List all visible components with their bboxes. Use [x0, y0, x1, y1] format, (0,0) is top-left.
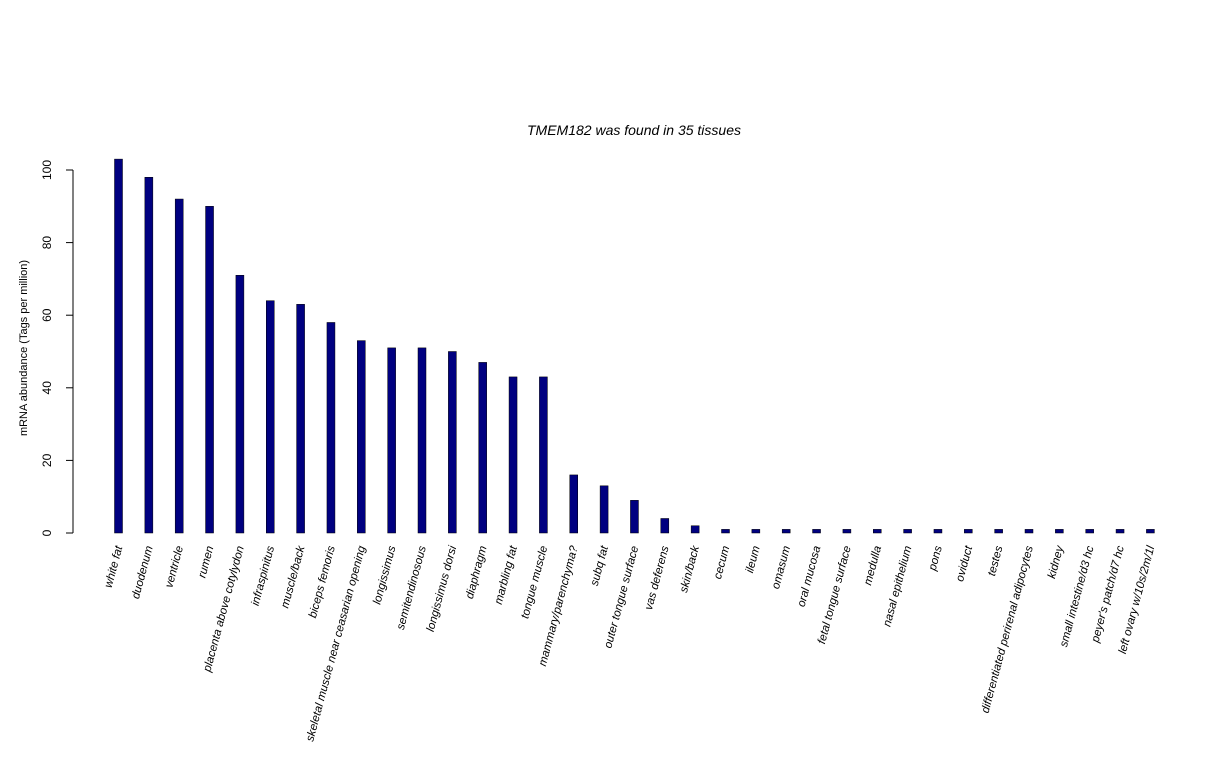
x-category-label: fetal tongue surface [816, 545, 854, 646]
x-category-label: outer tongue surface [602, 545, 641, 650]
bar [873, 529, 882, 534]
x-category-label: biceps femoris [307, 544, 338, 619]
x-category-label: medulla [862, 545, 884, 587]
bar [508, 376, 518, 534]
bar [903, 529, 912, 534]
x-category-label: oviduct [954, 544, 975, 583]
x-category-label: infraspinitus [250, 544, 278, 607]
bars-group [114, 158, 1155, 534]
bar [933, 529, 943, 534]
bar [1055, 529, 1064, 534]
bar [630, 500, 639, 534]
x-category-label: testes [986, 544, 1006, 577]
bar [690, 525, 700, 534]
x-category-label: longissimus [371, 544, 398, 605]
bar [144, 177, 154, 534]
bar [964, 529, 973, 534]
y-tick-label: 100 [40, 160, 54, 180]
x-category-label: longissimus dorsi [425, 544, 460, 633]
bar [842, 529, 852, 534]
bar [448, 351, 457, 534]
bar [114, 158, 123, 534]
x-category-label: subq fat [589, 544, 611, 587]
x-category-label: omasum [770, 544, 793, 590]
y-tick-label: 40 [40, 381, 54, 395]
bar [751, 529, 761, 534]
y-axis-title: mRNA abundance (Tags per million) [18, 260, 30, 436]
x-category-label: nasal epithelium [881, 544, 914, 628]
y-tick-label: 20 [40, 453, 54, 467]
bar [357, 340, 366, 534]
x-category-label: oral mucosa [796, 545, 824, 609]
bar [417, 347, 427, 534]
x-category-label: rumen [196, 545, 216, 580]
x-category-label: muscle/back [279, 543, 307, 609]
x-category-label: semitendinosous [395, 544, 429, 631]
bar [235, 275, 245, 534]
bar [478, 362, 487, 534]
x-category-label: tongue muscle [519, 545, 550, 620]
x-category-label: pons [927, 544, 945, 572]
x-labels-group: white fat duodenum ventricle rumenplacenta … [103, 543, 1158, 742]
bar [174, 198, 184, 534]
bar [326, 322, 336, 534]
bar [266, 300, 275, 534]
bar [1085, 529, 1094, 534]
bar [781, 529, 791, 534]
x-category-label: ileum [744, 544, 763, 574]
bar [721, 529, 730, 534]
y-tick-label: 0 [40, 529, 54, 536]
x-category-label: skeletal muscle near ceasarian opening [304, 544, 368, 743]
bar [296, 304, 305, 534]
bar [994, 529, 1003, 534]
y-tick-label: 60 [40, 308, 54, 322]
bar [1115, 529, 1125, 534]
x-category-label: cecum [712, 544, 732, 580]
y-tick-label: 80 [40, 236, 54, 250]
bar [205, 206, 214, 534]
x-category-label: ventricle [163, 545, 186, 589]
y-axis: 0 20 40 60 80 100 [40, 160, 74, 536]
bar [1024, 529, 1034, 534]
bar [660, 518, 670, 534]
x-category-label: white fat [103, 544, 126, 589]
x-category-label: peyer's patch/d7 hc [1089, 544, 1127, 644]
x-category-label: kidney [1046, 543, 1067, 579]
x-category-label: diaphragm [464, 544, 490, 600]
bar [812, 529, 821, 534]
x-category-label: skin/back [678, 543, 702, 594]
bar [569, 474, 578, 534]
bar [539, 376, 548, 534]
x-category-label: marbling fat [493, 544, 520, 606]
bar [1146, 529, 1155, 534]
bar [599, 485, 609, 534]
x-category-label: duodenum [130, 544, 156, 600]
x-category-label: vas deferens [643, 544, 672, 611]
bar [387, 347, 396, 534]
chart-title: TMEM182 was found in 35 tissues [527, 122, 741, 138]
